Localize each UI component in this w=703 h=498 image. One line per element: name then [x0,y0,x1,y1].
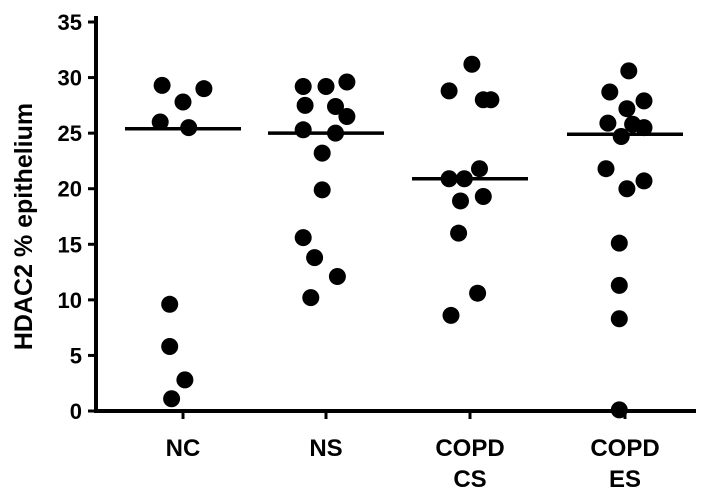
data-point [176,371,194,389]
data-point [601,83,619,101]
data-point [482,91,500,109]
data-point [151,113,169,131]
data-point [612,127,630,145]
data-point [313,144,331,162]
data-point [294,121,312,139]
data-point [440,82,458,100]
data-point [452,192,469,210]
y-tick-label: 15 [58,232,82,257]
data-point [313,181,331,199]
x-category-label: COPD ES [590,435,659,493]
data-point [294,229,312,247]
data-point [635,92,653,110]
data-points [151,55,653,419]
data-point [599,114,617,132]
median-lines [125,126,683,181]
data-point [296,96,314,114]
data-point [463,55,481,73]
x-category-label: NC [166,435,201,462]
data-point [161,295,179,313]
data-point [620,62,638,80]
data-point [163,390,181,408]
y-ticks: 0 5 10 15 20 25 30 35 [58,10,96,424]
data-point [597,160,615,178]
y-axis-title: HDAC2 % epithelium [10,103,38,350]
data-point [338,107,356,125]
data-point [306,249,324,267]
data-point [328,268,346,286]
data-point [610,310,628,328]
x-category-label-line: NS [309,435,342,462]
data-point [153,76,171,94]
data-point [161,338,179,356]
data-point [618,100,636,118]
data-point [195,80,213,98]
x-category-label-line: COPD [590,435,659,462]
data-point [618,180,636,198]
x-category-label: NS [309,435,342,462]
x-category-label-line: COPD [435,435,504,462]
data-point [450,224,468,242]
axes [94,16,696,413]
x-category-label: COPD CS [435,435,504,493]
x-category-label-line: CS [453,466,486,493]
data-point [471,160,488,178]
data-point [610,401,628,419]
data-point [302,289,320,307]
data-point [317,77,335,95]
data-point [635,119,653,137]
x-category-label-line: ES [609,466,641,493]
y-tick-label: 10 [58,288,82,313]
data-point [610,234,628,252]
y-tick-label: 25 [58,121,82,146]
data-point [610,276,628,294]
data-point [294,77,312,95]
data-point [442,306,460,324]
data-point [469,284,487,302]
y-tick-label: 30 [58,66,82,91]
data-point [635,172,653,190]
y-tick-label: 20 [58,177,82,202]
y-tick-label: 35 [58,10,82,35]
data-point [327,97,344,115]
x-category-labels: NC NS COPD CS COPD ES [166,411,660,493]
x-category-label-line: NC [166,435,201,462]
y-tick-label: 0 [70,399,82,424]
data-point [338,73,356,91]
y-tick-label: 5 [70,343,82,368]
data-point [174,93,192,111]
data-point [474,187,492,205]
